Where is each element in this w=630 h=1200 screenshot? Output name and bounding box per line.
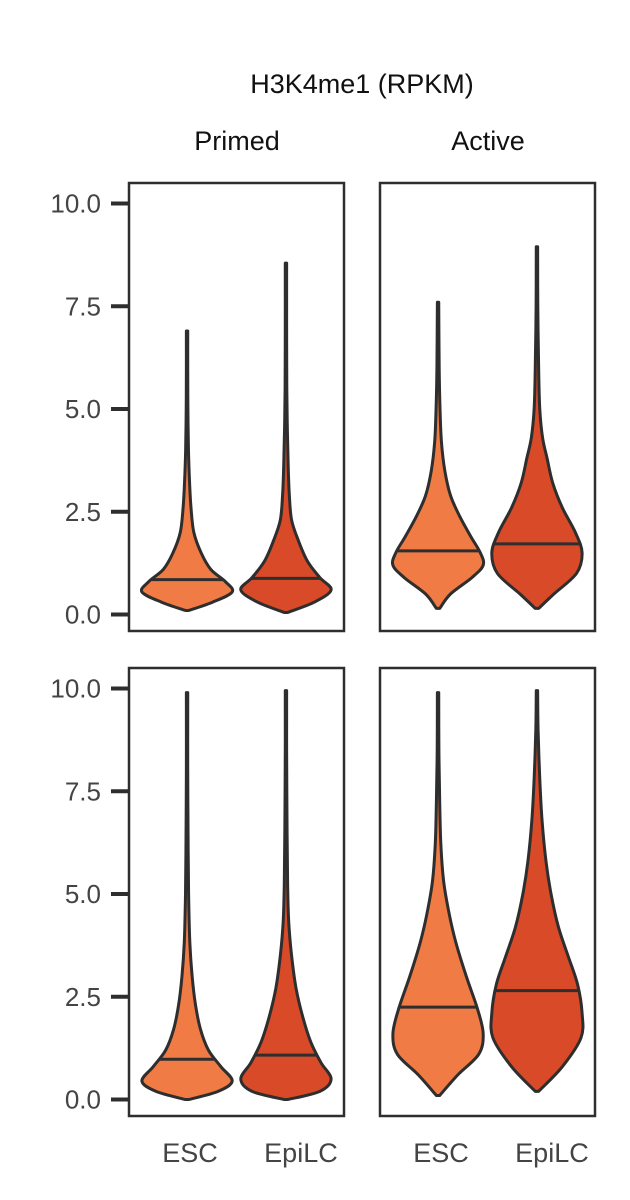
x-tick-label: EpiLC	[515, 1138, 589, 1168]
y-tick-label: 5.0	[65, 879, 101, 909]
violin-esc	[139, 329, 235, 612]
y-tick-label: 7.5	[65, 291, 101, 321]
y-tick-label: 10.0	[50, 189, 101, 219]
y-tick-label: 0.0	[65, 600, 101, 630]
panel-frame	[127, 666, 346, 1118]
violin-esc	[391, 691, 485, 1097]
violin-epilc	[239, 689, 333, 1102]
panel-bottom-right: ESC EpiLC	[378, 666, 597, 1168]
y-tick-label: 0.0	[65, 1085, 101, 1115]
x-tick-label: ESC	[413, 1138, 469, 1168]
column-title-primed: Primed	[194, 126, 280, 156]
y-tick-label: 2.5	[65, 982, 101, 1012]
violin-epilc	[239, 261, 333, 614]
y-tick-label: 2.5	[65, 497, 101, 527]
violin-esc	[140, 691, 234, 1102]
y-tick-label: 7.5	[65, 776, 101, 806]
y-tick-label: 10.0	[50, 674, 101, 704]
panel-frame	[127, 181, 346, 633]
panel-bottom-left: 0.0 2.5 5.0 7.5 10.0 ESC EpiLC	[50, 666, 346, 1168]
figure-title: H3K4me1 (RPKM)	[250, 69, 474, 99]
panels-group: 0.0 2.5 5.0 7.5 10.0 0.0 2.5 5.0 7.5 10.0 ESC EpiLC…	[50, 181, 597, 1168]
panel-frame	[378, 666, 597, 1118]
violin-epilc	[490, 245, 584, 610]
y-tick-label: 5.0	[65, 394, 101, 424]
panel-top-right	[378, 181, 597, 633]
panel-top-left: 0.0 2.5 5.0 7.5 10.0	[50, 181, 346, 633]
column-title-active: Active	[451, 126, 525, 156]
panel-frame	[378, 181, 597, 633]
x-tick-label: EpiLC	[264, 1138, 338, 1168]
violin-esc	[390, 300, 486, 610]
violin-epilc	[489, 689, 585, 1093]
x-tick-label: ESC	[162, 1138, 218, 1168]
